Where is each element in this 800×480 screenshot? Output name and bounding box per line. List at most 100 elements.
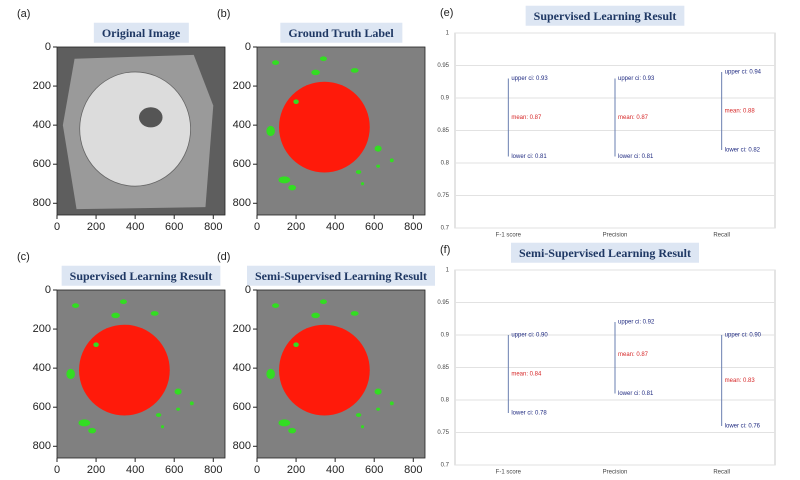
panel-label: (a) (17, 8, 30, 20)
segment (79, 324, 170, 416)
panel-label: (c) (17, 251, 30, 263)
y-tick-label: 0.75 (437, 430, 449, 436)
blob (389, 158, 394, 163)
blob (266, 368, 275, 380)
title-box (61, 265, 221, 286)
blob (266, 125, 275, 137)
cell (79, 71, 191, 187)
x-tick-label: Precision (603, 233, 628, 239)
value-label: lower ci: 0.81 (511, 154, 547, 160)
blob (160, 425, 165, 429)
x-tick-label: F-1 score (496, 470, 522, 476)
panel-title: Supervised Learning Result (534, 9, 677, 23)
y-tick-label: 800 (33, 197, 51, 209)
blob (66, 368, 75, 380)
title-box (510, 242, 700, 263)
y-tick-label: 600 (233, 158, 251, 170)
y-tick-label: 0.8 (441, 161, 450, 167)
y-tick-label: 0.8 (441, 398, 450, 404)
y-tick-label: 800 (33, 440, 51, 452)
blob (311, 312, 320, 319)
blob (293, 342, 299, 348)
blob (319, 56, 327, 62)
blob (389, 401, 394, 406)
value-label: mean: 0.84 (511, 372, 542, 378)
axes-frame (256, 46, 426, 216)
x-tick-label: 200 (87, 464, 105, 476)
axes-frame (56, 289, 226, 459)
value-label: mean: 0.83 (725, 378, 756, 384)
y-tick-label: 0.7 (441, 463, 450, 469)
panel-label: (b) (217, 8, 230, 20)
blob (376, 407, 381, 411)
y-tick-label: 600 (233, 401, 251, 413)
blob (272, 303, 280, 308)
y-tick-label: 800 (233, 197, 251, 209)
blob (278, 176, 291, 184)
x-tick-label: 400 (326, 464, 344, 476)
blob (350, 311, 359, 316)
segment (279, 324, 370, 416)
axes-frame (256, 289, 426, 459)
title-box (246, 265, 436, 286)
panel-title: Semi-Supervised Learning Result (519, 246, 691, 260)
panel-label: (d) (217, 251, 230, 263)
blob (78, 419, 91, 427)
y-tick-label: 200 (233, 323, 251, 335)
value-label: upper ci: 0.94 (725, 70, 762, 76)
blob (360, 182, 365, 186)
blob (355, 413, 362, 417)
x-tick-label: 0 (254, 221, 260, 233)
blob (72, 303, 80, 308)
x-tick-label: Recall (713, 233, 730, 239)
y-tick-label: 0.9 (441, 96, 450, 102)
x-tick-label: 200 (87, 221, 105, 233)
x-tick-label: Precision (603, 470, 628, 476)
y-tick-label: 200 (33, 80, 51, 92)
value-label: upper ci: 0.90 (511, 333, 548, 339)
x-tick-label: 600 (365, 221, 383, 233)
blob (288, 184, 297, 191)
segment (279, 81, 370, 173)
y-tick-label: 400 (233, 362, 251, 374)
y-tick-label: 600 (33, 401, 51, 413)
x-tick-label: 400 (126, 464, 144, 476)
blob (176, 407, 181, 411)
value-label: lower ci: 0.76 (725, 424, 761, 430)
panel-title: Semi-Supervised Learning Result (255, 269, 427, 283)
blob (174, 388, 182, 395)
blob (311, 69, 320, 76)
y-tick-label: 200 (33, 323, 51, 335)
y-tick-label: 0 (45, 41, 51, 53)
blob (155, 413, 162, 417)
y-tick-label: 400 (33, 362, 51, 374)
y-tick-label: 1 (446, 31, 450, 37)
x-tick-label: 600 (365, 464, 383, 476)
x-tick-label: 400 (326, 221, 344, 233)
y-tick-label: 0.85 (437, 128, 449, 134)
y-tick-label: 0.75 (437, 193, 449, 199)
value-label: mean: 0.88 (725, 109, 756, 115)
blob (88, 427, 97, 434)
value-label: mean: 0.87 (511, 115, 542, 121)
x-tick-label: 200 (287, 464, 305, 476)
y-tick-label: 0.7 (441, 226, 450, 232)
blob (355, 170, 362, 174)
y-tick-label: 0.9 (441, 333, 450, 339)
blob (293, 99, 299, 105)
y-tick-label: 400 (33, 119, 51, 131)
y-tick-label: 600 (33, 158, 51, 170)
title-box (93, 22, 189, 43)
y-tick-label: 0.85 (437, 365, 449, 371)
blob (374, 388, 382, 395)
blob (272, 60, 280, 65)
value-label: upper ci: 0.92 (618, 320, 655, 326)
y-tick-label: 200 (233, 80, 251, 92)
value-label: mean: 0.87 (618, 352, 649, 358)
blob (319, 299, 327, 305)
y-tick-label: 0 (245, 41, 251, 53)
blob (360, 425, 365, 429)
y-tick-label: 0 (45, 284, 51, 296)
blob (376, 164, 381, 168)
x-tick-label: 800 (404, 221, 422, 233)
